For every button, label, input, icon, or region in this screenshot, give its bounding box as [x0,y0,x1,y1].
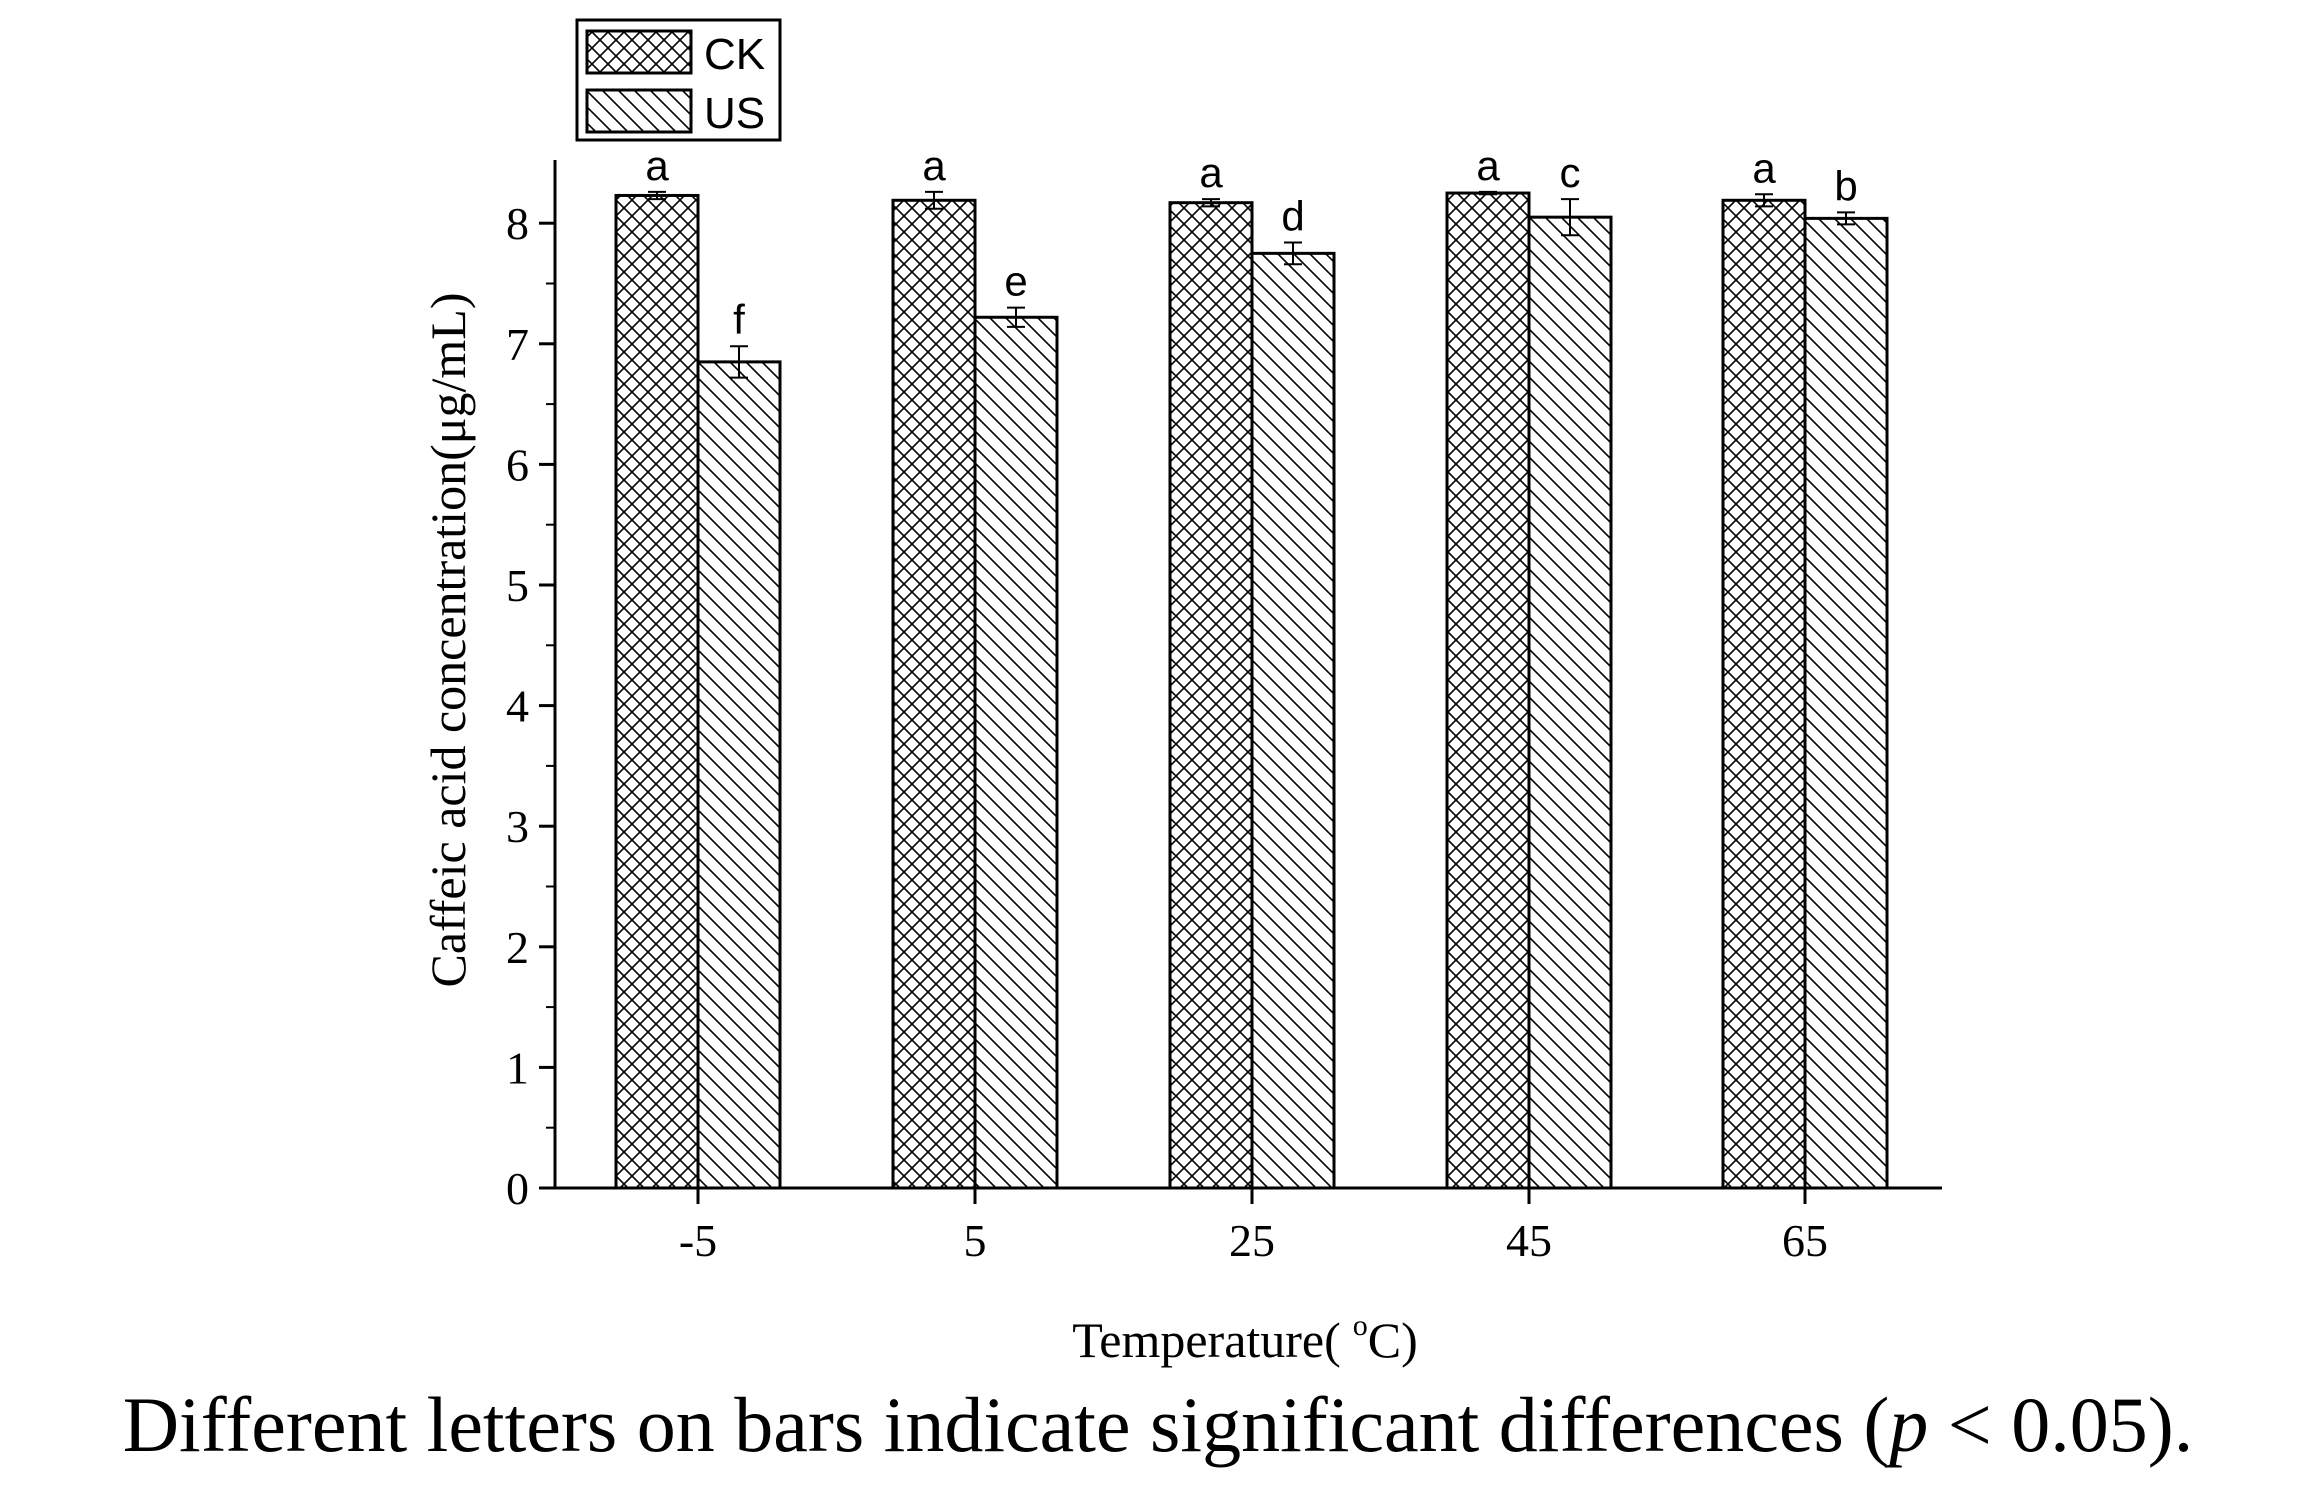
significance-label-ck-25: a [1199,149,1223,196]
bar-us-5 [973,315,1059,1190]
significance-label-ck-65: a [1752,144,1776,191]
y-tick-label-6: 6 [506,439,529,490]
y-tick-label-7: 7 [506,319,529,370]
legend-swatch-us [585,88,693,134]
significance-label-ck--5: a [645,142,669,189]
bar-ck-5 [891,198,977,1190]
significance-label-ck-45: a [1476,142,1500,189]
significance-label-us--5: f [733,296,745,343]
significance-label-us-65: b [1834,162,1857,209]
caption-text-before: Different letters on bars indicate signi… [122,1381,1890,1468]
x-axis-title-suffix: C) [1368,1312,1418,1368]
y-tick-label-5: 5 [506,560,529,611]
significance-label-us-45: c [1560,149,1581,196]
bar-us--5 [696,360,782,1190]
bar-us-25 [1250,251,1336,1190]
bar-us-65 [1803,216,1889,1190]
bar-ck-25 [1168,201,1254,1190]
significance-label-us-25: d [1281,192,1304,239]
x-tick-label--5: -5 [679,1215,717,1266]
x-tick-label-65: 65 [1782,1215,1828,1266]
y-tick-label-8: 8 [506,198,529,249]
legend: CK US [575,18,782,142]
x-tick-label-25: 25 [1229,1215,1275,1266]
x-axis-title: Temperature( oC) [1072,1309,1418,1368]
legend-label-ck: CK [704,30,765,79]
degree-symbol: o [1353,1309,1368,1342]
caption-text-after: < 0.05). [1928,1381,2194,1468]
caption-p: p [1889,1381,1929,1468]
x-tick-label-5: 5 [964,1215,987,1266]
y-tick-label-0: 0 [506,1163,529,1214]
bar-ck-45 [1445,191,1531,1190]
figure-caption: Different letters on bars indicate signi… [0,1380,2316,1470]
legend-swatch-ck [585,29,693,75]
bar-ck--5 [614,193,700,1190]
significance-label-us-5: e [1004,258,1027,305]
y-tick-label-2: 2 [506,922,529,973]
y-tick-label-1: 1 [506,1042,529,1093]
y-axis-title: Caffeic acid concentration(μg/mL) [420,292,476,987]
significance-label-ck-5: a [922,142,946,189]
y-tick-label-3: 3 [506,801,529,852]
bar-us-45 [1527,215,1613,1190]
y-tick-label-4: 4 [506,681,529,732]
legend-label-us: US [704,89,765,138]
bar-ck-65 [1721,198,1807,1190]
x-tick-label-45: 45 [1506,1215,1552,1266]
x-axis-title-prefix: Temperature( [1072,1312,1341,1368]
